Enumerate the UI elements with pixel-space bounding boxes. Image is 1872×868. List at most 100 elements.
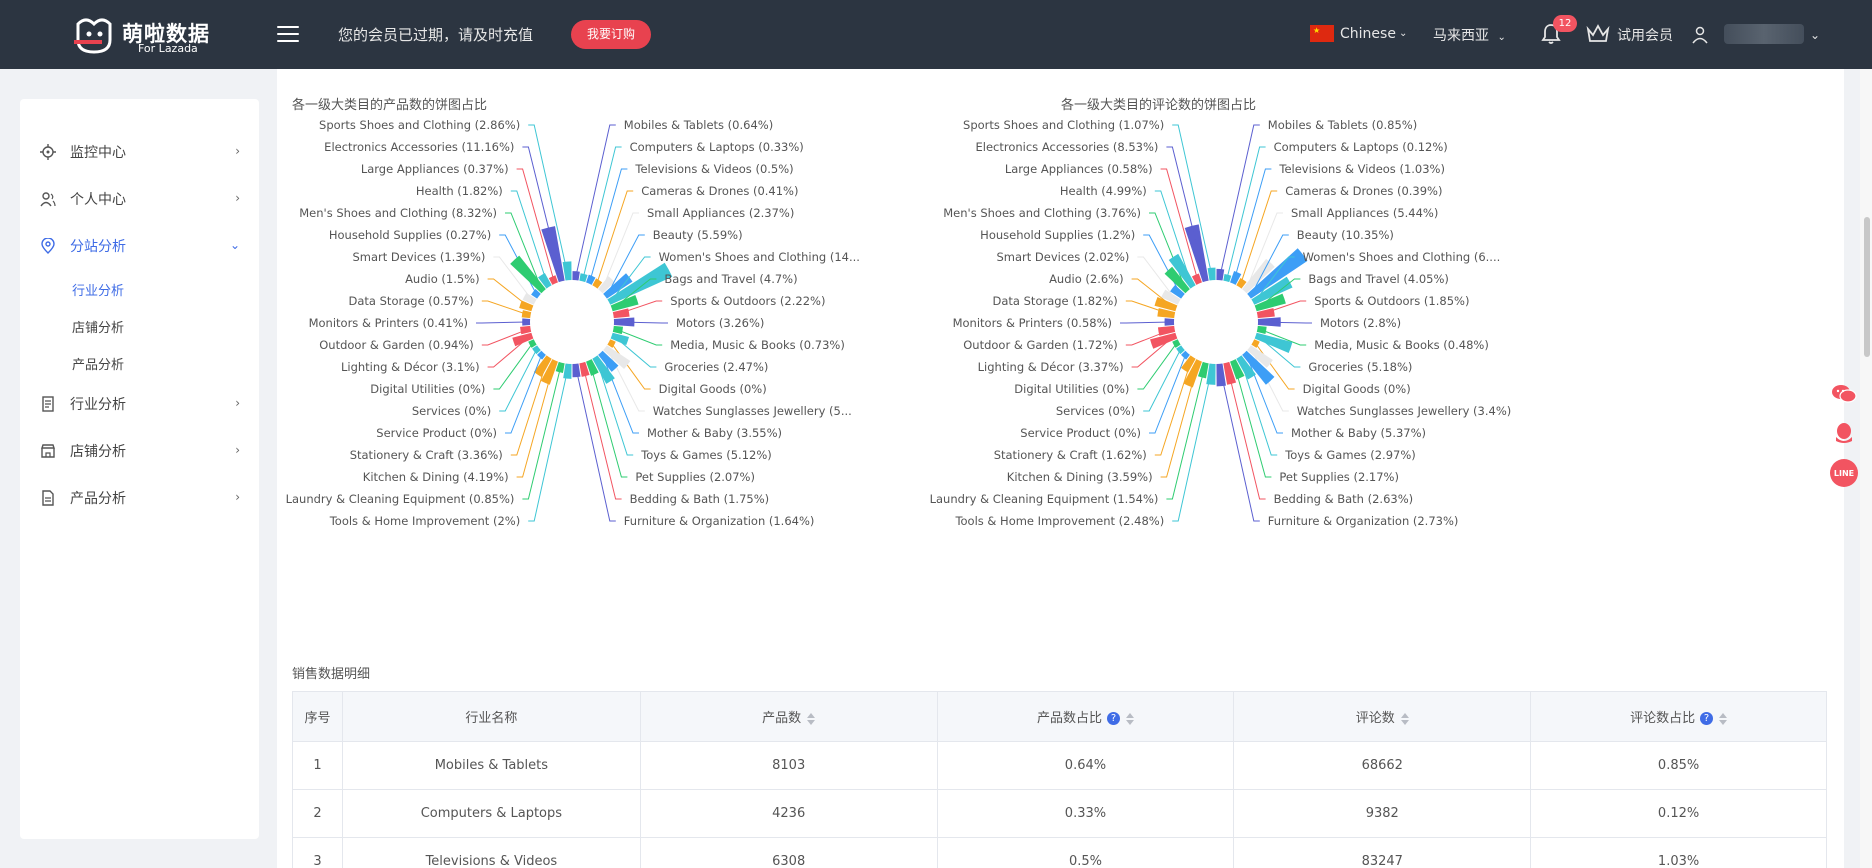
pie-slice-review[interactable] bbox=[1230, 270, 1242, 285]
sidebar-item-site-analysis[interactable]: 分站分析 ⌄ bbox=[40, 232, 240, 260]
leader-line bbox=[1260, 300, 1307, 316]
pie-label-product: Services (0%) bbox=[412, 404, 491, 418]
pie-label-review: Small Appliances (5.44%) bbox=[1291, 206, 1438, 220]
pie-slice-product[interactable] bbox=[610, 294, 639, 312]
industry-link[interactable]: Mobiles & Tablets bbox=[341, 741, 641, 790]
industry-link[interactable]: Televisions & Videos bbox=[341, 837, 641, 868]
pie-slice-review[interactable] bbox=[1154, 297, 1178, 312]
pie-slice-review[interactable] bbox=[1168, 253, 1196, 289]
pie-label-product: Monitors & Printers (0.41%) bbox=[309, 316, 468, 330]
scrollbar-track[interactable] bbox=[1860, 69, 1872, 868]
pie-label-product: Bedding & Bath (1.75%) bbox=[630, 492, 770, 506]
leader-line bbox=[476, 321, 528, 324]
pie-label-review: Digital Utilities (0%) bbox=[1014, 382, 1129, 396]
username-redacted[interactable] bbox=[1724, 24, 1804, 44]
region-selector[interactable]: 马来西亚 ⌄ bbox=[1433, 25, 1506, 45]
sidebar-item-monitor[interactable]: 监控中心 › bbox=[40, 138, 240, 166]
column-header-product-pct[interactable]: 产品数占比? bbox=[936, 691, 1235, 742]
sales-table: 序号 行业名称 产品数 产品数占比? 评论数 评论数占比? 1 Mobiles … bbox=[292, 691, 1827, 868]
pie-slice-review[interactable] bbox=[1254, 293, 1286, 312]
pie-slice-review[interactable] bbox=[1254, 332, 1293, 354]
leader-line bbox=[614, 278, 657, 308]
help-icon[interactable]: ? bbox=[1700, 712, 1714, 725]
pie-slice-product[interactable] bbox=[519, 300, 534, 312]
pie-slice-review[interactable] bbox=[1164, 266, 1190, 294]
line-icon[interactable]: LINE bbox=[1830, 459, 1858, 487]
pie-label-product: Computers & Laptops (0.33%) bbox=[630, 140, 804, 154]
wechat-icon[interactable] bbox=[1830, 380, 1858, 408]
pie-slice-product[interactable] bbox=[603, 345, 631, 369]
pie-label-product: Health (1.82%) bbox=[416, 184, 503, 198]
pie-slice-review[interactable] bbox=[1247, 345, 1273, 368]
column-header-reviews[interactable]: 评论数 bbox=[1233, 691, 1532, 742]
leader-line bbox=[481, 300, 528, 316]
leader-line bbox=[1260, 328, 1307, 346]
language-selector[interactable]: ★ Chinese ⌄ bbox=[1310, 25, 1407, 42]
pie-label-product: Outdoor & Garden (0.94%) bbox=[319, 338, 474, 352]
pie-label-product: Cameras & Drones (0.41%) bbox=[641, 184, 798, 198]
pie-slice-product[interactable] bbox=[522, 292, 537, 305]
pie-slice-product[interactable] bbox=[510, 255, 546, 294]
subscribe-button[interactable]: 我要订购 bbox=[571, 20, 651, 49]
submenu-industry-analysis[interactable]: 行业分析 bbox=[72, 284, 125, 299]
pie-slice-review[interactable] bbox=[1181, 355, 1196, 373]
pie-slice-product[interactable] bbox=[512, 332, 534, 347]
pie-slice-review[interactable] bbox=[1251, 276, 1293, 305]
leader-line bbox=[582, 146, 622, 279]
leader-line bbox=[596, 359, 634, 456]
chevron-right-icon: › bbox=[235, 490, 240, 504]
pie-label-review: Bedding & Bath (2.63%) bbox=[1274, 492, 1414, 506]
sort-icon[interactable] bbox=[807, 712, 816, 725]
pie-slice-review[interactable] bbox=[1150, 332, 1178, 349]
pie-slice-review[interactable] bbox=[1242, 258, 1275, 294]
pie-slice-product[interactable] bbox=[538, 272, 552, 289]
chevron-down-icon: ⌄ bbox=[1398, 28, 1408, 39]
pie-label-review: Pet Supplies (2.17%) bbox=[1279, 470, 1399, 484]
scrollbar-thumb[interactable] bbox=[1864, 217, 1870, 357]
pie-slice-product[interactable] bbox=[603, 273, 633, 299]
pie-label-review: Electronics Accessories (8.53%) bbox=[976, 140, 1159, 154]
column-header-review-pct[interactable]: 评论数占比? bbox=[1530, 691, 1827, 742]
product-pct: 0.64% bbox=[936, 741, 1235, 790]
pie-label-product: Toys & Games (5.12%) bbox=[640, 448, 772, 462]
pie-label-product: Furniture & Organization (1.64%) bbox=[624, 514, 815, 528]
pie-slice-product[interactable] bbox=[598, 276, 615, 294]
pie-label-review: Kitchen & Dining (3.59%) bbox=[1007, 470, 1153, 484]
industry-link[interactable]: Computers & Laptops bbox=[341, 789, 641, 838]
pie-slice-review[interactable] bbox=[1242, 350, 1275, 385]
trial-member-link[interactable]: 试用会员 bbox=[1617, 28, 1673, 44]
pie-slice-review[interactable] bbox=[1197, 361, 1209, 379]
sidebar-item-product[interactable]: 产品分析 › bbox=[40, 484, 240, 512]
submenu-store-analysis[interactable]: 店铺分析 bbox=[72, 321, 125, 336]
qq-icon[interactable] bbox=[1830, 419, 1858, 447]
pie-slice-review[interactable] bbox=[1230, 359, 1245, 380]
sidebar-item-industry[interactable]: 行业分析 › bbox=[40, 390, 240, 418]
submenu-product-analysis[interactable]: 产品分析 bbox=[72, 358, 125, 373]
sort-icon[interactable] bbox=[1125, 712, 1134, 725]
pie-slice-product[interactable] bbox=[610, 332, 629, 346]
pie-slice-review[interactable] bbox=[1170, 285, 1185, 299]
store-icon bbox=[41, 444, 55, 458]
logo[interactable]: 萌啦数据 For Lazada bbox=[72, 16, 212, 56]
pie-label-product: Service Product (0%) bbox=[376, 426, 497, 440]
notification-badge: 12 bbox=[1553, 15, 1577, 32]
pie-slice-review[interactable] bbox=[1247, 248, 1308, 299]
leader-line bbox=[528, 124, 569, 278]
pie-slice-product[interactable] bbox=[586, 359, 599, 376]
sort-icon[interactable] bbox=[1719, 712, 1728, 725]
sidebar-item-personal[interactable]: 个人中心 › bbox=[40, 185, 240, 213]
row-index: 2 bbox=[292, 789, 343, 838]
leader-line bbox=[1172, 124, 1213, 278]
sidebar-item-store[interactable]: 店铺分析 › bbox=[40, 437, 240, 465]
product-count: 8103 bbox=[639, 741, 938, 790]
chevron-down-icon[interactable]: ⌄ bbox=[1810, 28, 1821, 42]
column-header-products[interactable]: 产品数 bbox=[639, 691, 938, 742]
leader-line bbox=[522, 146, 562, 279]
pie-slice-review[interactable] bbox=[1223, 361, 1237, 385]
sort-icon[interactable] bbox=[1400, 712, 1409, 725]
menu-toggle-icon[interactable] bbox=[277, 26, 299, 44]
pie-slice-product[interactable] bbox=[607, 262, 673, 305]
pie-slice-review[interactable] bbox=[1161, 289, 1181, 305]
leader-line bbox=[1246, 212, 1283, 290]
help-icon[interactable]: ? bbox=[1106, 712, 1120, 725]
